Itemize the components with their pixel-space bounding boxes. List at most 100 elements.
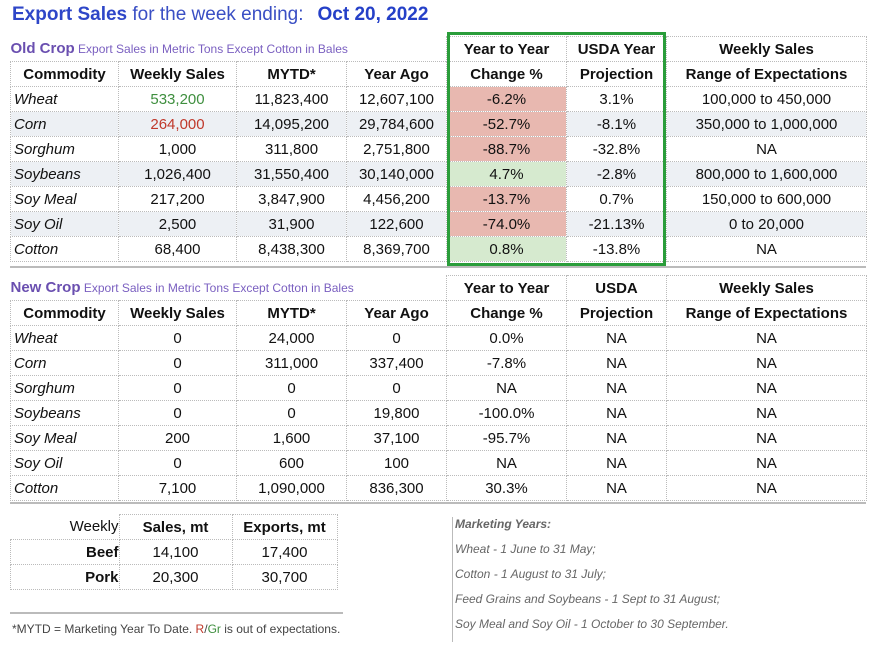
table-cell: 0 to 20,000 [666,211,867,237]
table-cell: -32.8% [566,136,667,162]
table-cell: -21.13% [566,211,667,237]
table-cell: -88.7% [446,136,567,162]
meat-header: Weekly [10,514,120,540]
table-cell: 11,823,400 [236,86,347,112]
column-header: Change % [446,300,567,326]
meat-cell: 30,700 [231,564,338,590]
table-cell: 0.0% [446,325,567,351]
divider [10,266,866,268]
table-cell: 24,000 [236,325,347,351]
column-header-top: Year to Year [446,275,567,301]
footnote: *MYTD = Marketing Year To Date. R/Gr is … [12,622,341,636]
column-header: Year Ago [346,300,447,326]
table-cell: -7.8% [446,350,567,376]
table-cell: 19,800 [346,400,447,426]
commodity-cell: Cotton [10,236,119,262]
table-cell: 68,400 [118,236,237,262]
column-header: Year Ago [346,61,447,87]
table-cell: NA [566,475,667,501]
commodity-cell: Corn [10,111,119,137]
section-subtitle: New Crop Export Sales in Metric Tons Exc… [10,279,354,297]
table-cell: 0 [236,375,347,401]
commodity-cell: Soy Oil [10,211,119,237]
commodity-cell: Soybeans [10,161,119,187]
table-cell: -95.7% [446,425,567,451]
table-cell: 100,000 to 450,000 [666,86,867,112]
column-header: Range of Expectations [666,61,867,87]
table-row: Soy Oil 0 600 100 NA NA NA [10,450,867,476]
column-header-top: Year to Year [446,36,567,62]
table-cell: 311,000 [236,350,347,376]
column-header: MYTD* [236,300,347,326]
table-cell: NA [666,400,867,426]
table-cell: 12,607,100 [346,86,447,112]
table-cell: 0 [118,375,237,401]
commodity-cell: Wheat [10,325,119,351]
meat-cell: 20,300 [118,564,233,590]
table-cell: 0 [346,325,447,351]
commodity-cell: Soy Oil [10,450,119,476]
table-cell: 200 [118,425,237,451]
table-cell: NA [446,450,567,476]
table-cell: NA [666,425,867,451]
meat-label: Beef [10,539,120,565]
column-header: Weekly Sales [118,300,237,326]
table-cell: 1,600 [236,425,347,451]
table-cell: NA [666,136,867,162]
meat-header: Sales, mt [118,514,233,540]
commodity-cell: Sorghum [10,136,119,162]
column-header: MYTD* [236,61,347,87]
table-cell: 0 [118,350,237,376]
new-crop-table: New Crop Export Sales in Metric Tons Exc… [10,275,867,501]
table-cell: 122,600 [346,211,447,237]
column-header: Weekly Sales [118,61,237,87]
table-cell: 3,847,900 [236,186,347,212]
table-cell: NA [666,350,867,376]
table-cell: 0.8% [446,236,567,262]
table-cell: 264,000 [118,111,237,137]
meat-label: Pork [10,564,120,590]
marketing-year-item: Cotton - 1 August to 31 July; [455,567,606,581]
table-row: Sorghum 0 0 0 NA NA NA [10,375,867,401]
table-row: Corn 264,000 14,095,200 29,784,600 -52.7% -8.… [10,111,867,137]
column-header: Range of Expectations [666,300,867,326]
highlight-box [447,32,666,266]
table-cell: 1,026,400 [118,161,237,187]
table-cell: NA [446,375,567,401]
column-header: Commodity [10,61,119,87]
divider [10,502,866,504]
table-cell: 29,784,600 [346,111,447,137]
meat-table: Weekly Sales, mt Exports, mt Beef 14,100 17,… [10,514,338,590]
table-cell: -100.0% [446,400,567,426]
marketing-years-title: Marketing Years: [455,517,552,531]
table-cell: 31,900 [236,211,347,237]
commodity-cell: Soybeans [10,400,119,426]
table-cell: NA [666,375,867,401]
table-cell: 0 [236,400,347,426]
column-header-top: USDA [566,275,667,301]
table-cell: 836,300 [346,475,447,501]
table-row: Soy Meal 200 1,600 37,100 -95.7% NA NA [10,425,867,451]
table-cell: 100 [346,450,447,476]
table-cell: 533,200 [118,86,237,112]
table-cell: NA [566,425,667,451]
commodity-cell: Wheat [10,86,119,112]
old-crop-table: Old Crop Export Sales in Metric Tons Exc… [10,36,867,262]
table-cell: NA [666,325,867,351]
table-cell: -6.2% [446,86,567,112]
table-cell: 31,550,400 [236,161,347,187]
table-cell: 2,500 [118,211,237,237]
table-row: Cotton 68,400 8,438,300 8,369,700 0.8% -13.8%… [10,236,867,262]
table-cell: 217,200 [118,186,237,212]
table-row: Soybeans 0 0 19,800 -100.0% NA NA [10,400,867,426]
table-cell: NA [666,236,867,262]
table-cell: 3.1% [566,86,667,112]
meat-header: Exports, mt [231,514,338,540]
table-cell: 311,800 [236,136,347,162]
table-cell: 8,438,300 [236,236,347,262]
table-cell: NA [666,450,867,476]
marketing-year-item: Soy Meal and Soy Oil - 1 October to 30 S… [455,617,729,631]
table-cell: 37,100 [346,425,447,451]
table-cell: 7,100 [118,475,237,501]
table-cell: 1,090,000 [236,475,347,501]
